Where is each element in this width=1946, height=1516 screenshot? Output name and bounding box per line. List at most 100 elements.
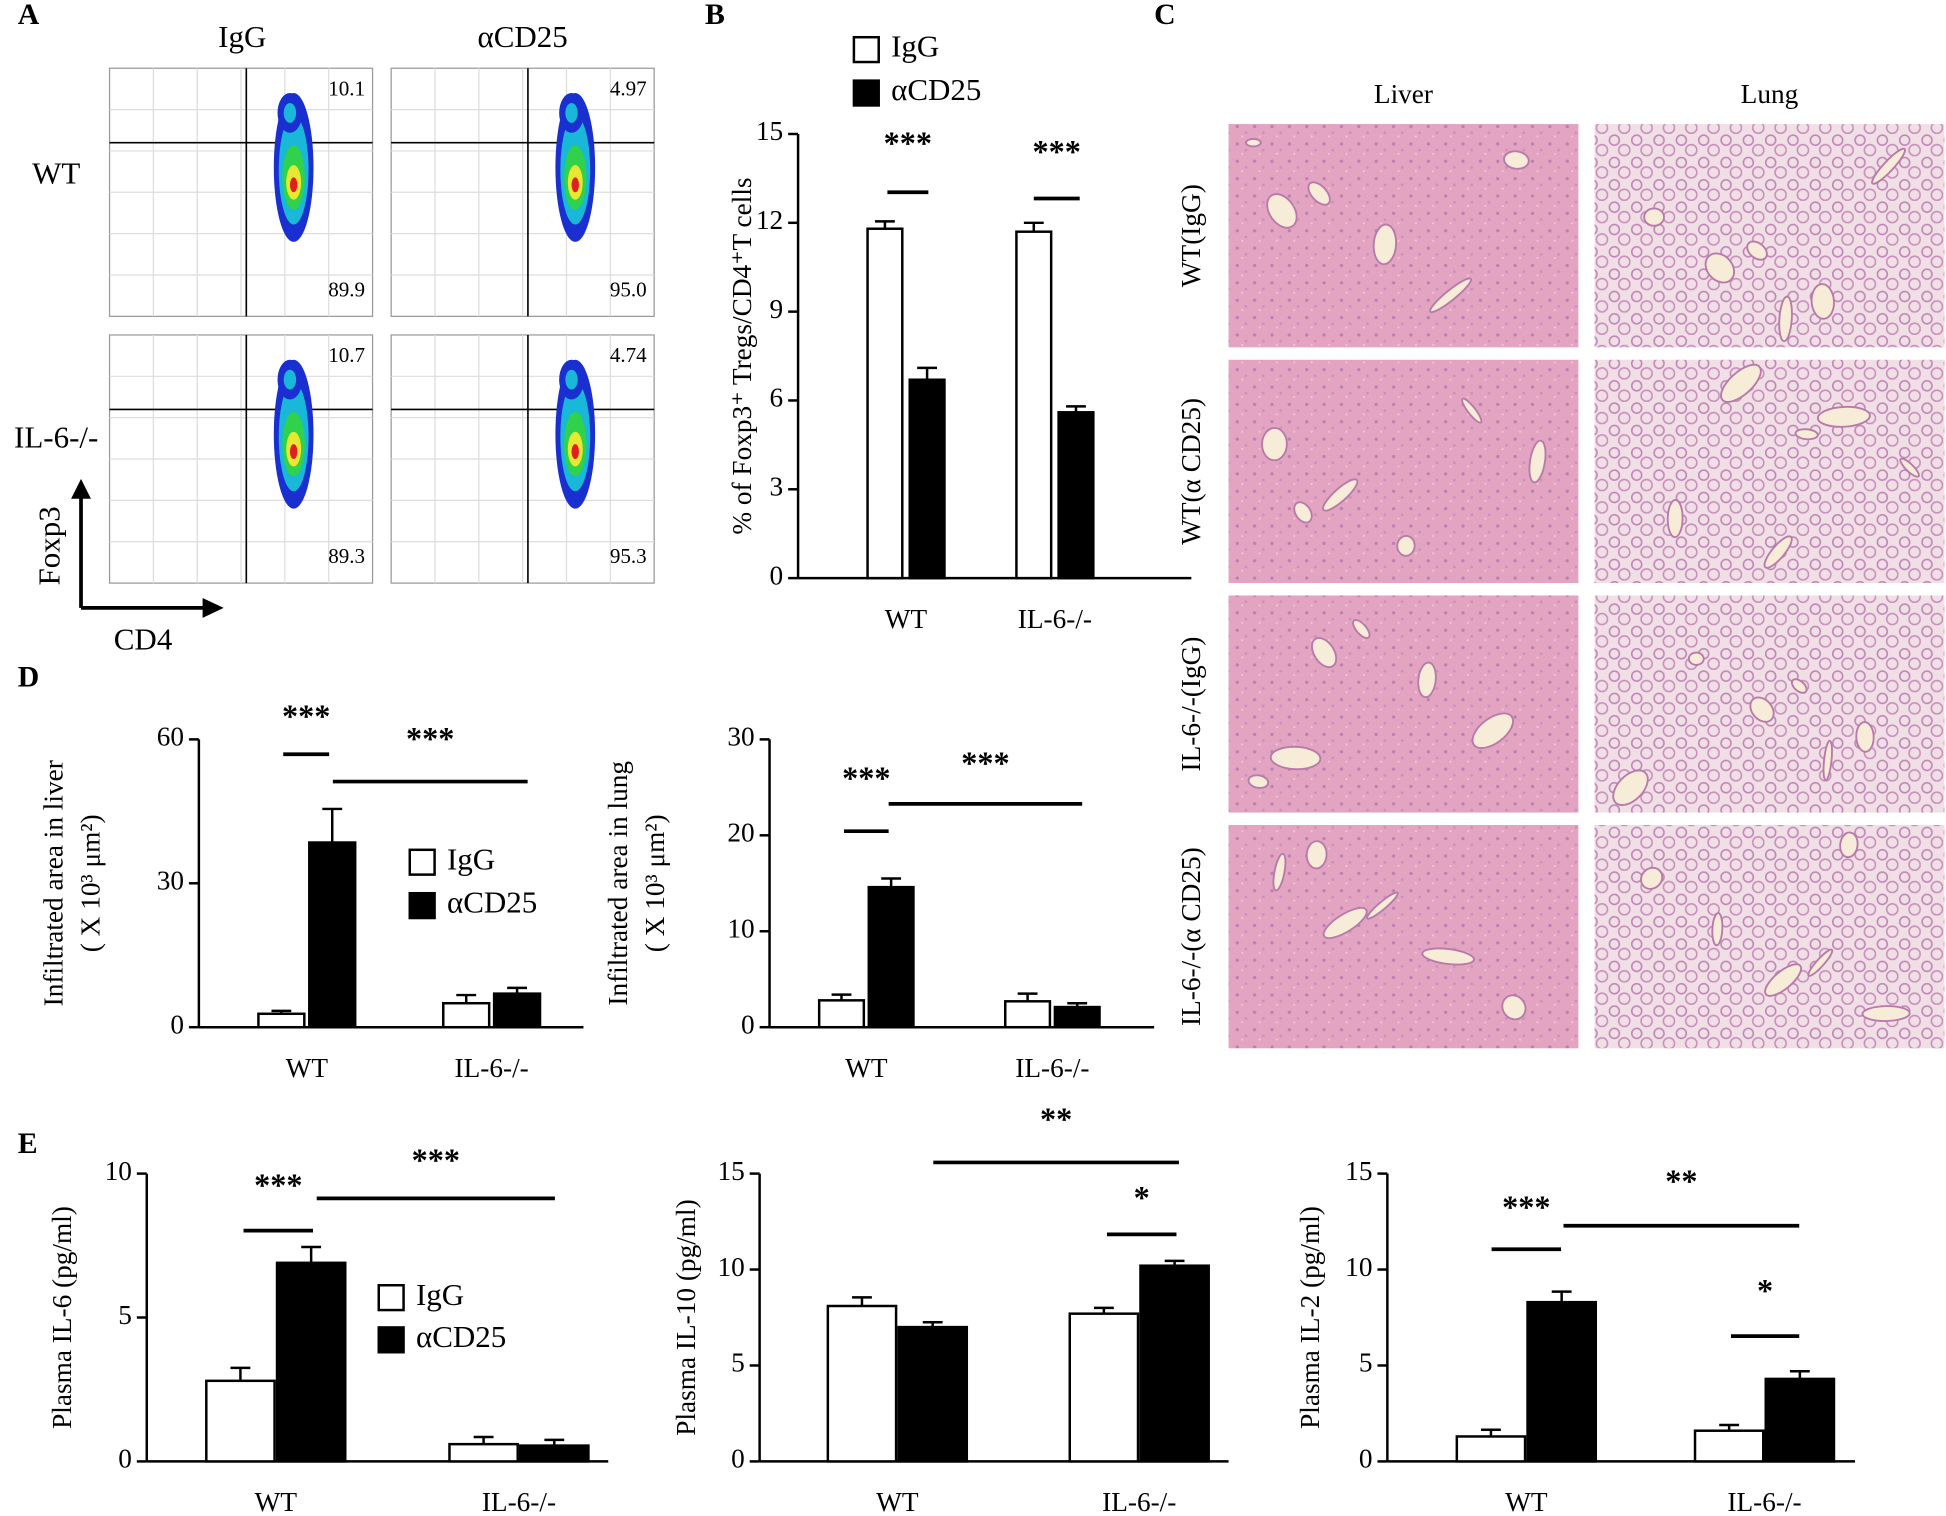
vessel xyxy=(1417,661,1437,699)
y-axis-label: Infiltrated area in lung xyxy=(603,761,633,1006)
error-bar xyxy=(507,986,528,994)
vessel xyxy=(1790,678,1808,694)
arrow-head xyxy=(71,478,91,499)
legend-swatch xyxy=(408,848,436,876)
vessel xyxy=(1810,283,1835,320)
y-axis-label: Plasma IL-10 (pg/ml) xyxy=(671,1199,701,1435)
legend-swatch xyxy=(852,79,880,107)
flow-plot: 10.7 89.3 xyxy=(108,334,374,584)
vessel xyxy=(1307,181,1331,206)
vessel xyxy=(1503,150,1530,170)
vessel xyxy=(1322,906,1368,939)
significance-label: *** xyxy=(842,760,890,796)
quadrant-value: 95.3 xyxy=(610,544,647,568)
vessel xyxy=(1421,947,1475,966)
y-tick-label: 0 xyxy=(118,1444,132,1474)
panel-label: A xyxy=(18,0,40,31)
flow-plot: 4.97 95.0 xyxy=(390,67,655,317)
y-tick-label: 10 xyxy=(717,1252,744,1282)
bar xyxy=(1015,230,1053,580)
legend-label: αCD25 xyxy=(416,1319,506,1354)
flow-row-label: WT xyxy=(32,155,80,190)
y-axis-label: Plasma IL-6 (pg/ml) xyxy=(47,1206,77,1429)
y-tick-label: 5 xyxy=(1359,1348,1373,1378)
flow-x-axis: CD4 xyxy=(114,622,173,657)
bar xyxy=(275,1261,347,1463)
error-bar xyxy=(1017,992,1038,1002)
vessel xyxy=(1528,439,1547,484)
legend-label: αCD25 xyxy=(447,885,537,920)
vessel xyxy=(1261,427,1288,462)
x-tick-label: WT xyxy=(255,1487,298,1516)
y-axis-label: % of Foxp3⁺ Tregs/CD4⁺T cells xyxy=(727,177,757,534)
quadrant-value: 4.74 xyxy=(610,343,647,367)
vessel xyxy=(1471,712,1514,749)
histology-image xyxy=(1594,595,1945,813)
histology-image xyxy=(1594,824,1945,1049)
error-bar xyxy=(230,1366,251,1381)
error-bar xyxy=(1164,1259,1185,1266)
flow-column-label: αCD25 xyxy=(478,19,568,54)
y-tick-label: 12 xyxy=(756,205,783,235)
vessel xyxy=(1807,948,1834,977)
x-tick-label: WT xyxy=(1505,1487,1548,1516)
y-tick-label: 10 xyxy=(105,1156,132,1186)
quadrant-value: 95.0 xyxy=(610,277,647,301)
histology-row-label: IL-6-/-(α CD25) xyxy=(1176,847,1206,1026)
y-tick-label: 10 xyxy=(1345,1252,1372,1282)
flow-plot: 10.1 89.9 xyxy=(108,67,374,317)
y-tick-label: 15 xyxy=(756,116,783,146)
bar xyxy=(897,1325,969,1463)
significance-label: *** xyxy=(406,720,454,756)
tissue xyxy=(1228,595,1579,813)
flow-density xyxy=(283,102,297,123)
bar xyxy=(866,227,904,580)
error-bar xyxy=(473,1435,494,1445)
bar xyxy=(1053,1005,1101,1029)
flow-y-axis: Foxp3 xyxy=(32,506,67,585)
bar xyxy=(492,992,542,1029)
x-tick-label: WT xyxy=(876,1487,919,1516)
bar xyxy=(1057,411,1095,580)
bar xyxy=(518,1444,590,1463)
vessel xyxy=(1871,147,1906,185)
bar xyxy=(442,1001,491,1029)
y-axis-label: ( X 10³ μm²) xyxy=(640,814,670,952)
error-bar xyxy=(881,877,902,888)
vessel xyxy=(1763,535,1793,569)
y-tick-label: 15 xyxy=(1345,1156,1372,1186)
error-bar xyxy=(1789,1369,1810,1379)
x-tick-label: IL-6-/- xyxy=(482,1487,556,1516)
x-tick-label: IL-6-/- xyxy=(1727,1487,1801,1516)
significance-label: ** xyxy=(1040,1101,1072,1137)
panel-label: D xyxy=(18,661,40,694)
bar xyxy=(448,1442,519,1463)
tissue xyxy=(1594,359,1945,584)
vessel xyxy=(1429,277,1473,314)
quadrant-value: 89.9 xyxy=(328,277,365,301)
error-bar xyxy=(271,1009,292,1014)
bar xyxy=(867,885,915,1029)
histology-column-label: Liver xyxy=(1374,79,1433,109)
y-tick-label: 30 xyxy=(157,866,184,896)
y-tick-label: 3 xyxy=(770,472,784,502)
quadrant-value: 4.97 xyxy=(610,76,647,100)
flow-density xyxy=(565,369,578,390)
flow-plot: 4.74 95.3 xyxy=(390,334,655,584)
histology-image xyxy=(1228,595,1579,813)
vessel xyxy=(1293,501,1313,524)
flow-row-label: IL-6-/- xyxy=(14,420,98,455)
quadrant-value: 89.3 xyxy=(328,544,365,568)
histology-image xyxy=(1594,359,1945,584)
error-bar xyxy=(922,1321,943,1328)
y-tick-label: 20 xyxy=(727,818,754,848)
error-bar xyxy=(1067,1001,1088,1008)
vessel xyxy=(1822,739,1833,782)
vessel xyxy=(1366,891,1399,920)
significance-label: * xyxy=(1757,1272,1773,1308)
legend-swatch xyxy=(852,35,880,64)
histology-row-label: WT(IgG) xyxy=(1176,184,1206,287)
vessel xyxy=(1305,840,1328,870)
x-tick-label: IL-6-/- xyxy=(1102,1487,1176,1516)
